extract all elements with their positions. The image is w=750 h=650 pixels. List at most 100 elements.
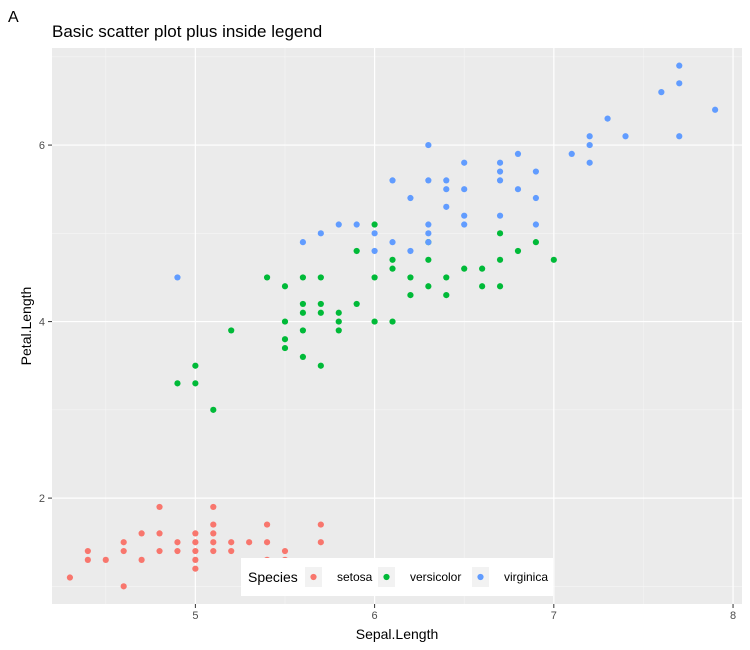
point-virginica — [371, 230, 378, 237]
point-setosa — [263, 539, 271, 546]
point-setosa — [84, 556, 91, 563]
x-axis-ticks: 5 6 7 8 — [192, 604, 736, 622]
point-virginica — [389, 239, 396, 246]
point-virginica — [712, 106, 719, 113]
point-versicolor — [496, 256, 504, 263]
point-versicolor — [371, 274, 378, 281]
point-setosa — [210, 503, 217, 511]
point-setosa — [192, 556, 199, 563]
x-axis-title: Sepal.Length — [356, 626, 439, 642]
point-versicolor — [263, 274, 271, 281]
point-virginica — [496, 177, 504, 184]
point-versicolor — [335, 318, 342, 325]
point-versicolor — [479, 265, 486, 272]
point-setosa — [228, 539, 235, 546]
point-virginica — [676, 62, 683, 69]
data-points — [66, 62, 719, 590]
point-virginica — [586, 141, 593, 149]
point-virginica — [461, 221, 468, 228]
legend-box — [241, 558, 553, 596]
point-virginica — [658, 89, 665, 96]
chart-title: Basic scatter plot plus inside legend — [52, 22, 322, 41]
point-versicolor — [335, 309, 342, 316]
point-setosa — [120, 547, 127, 555]
point-versicolor — [514, 247, 522, 255]
point-virginica — [496, 159, 504, 166]
point-versicolor — [281, 318, 289, 325]
point-virginica — [407, 247, 414, 255]
point-setosa — [192, 565, 199, 572]
point-setosa — [228, 547, 235, 555]
point-setosa — [192, 539, 199, 546]
point-versicolor — [532, 239, 539, 246]
point-versicolor — [443, 274, 450, 281]
point-setosa — [281, 547, 289, 555]
y-tick-label: 2 — [39, 493, 45, 505]
panel-tag: A — [8, 9, 19, 26]
legend-key-setosa — [310, 573, 317, 581]
x-tick-label: 5 — [192, 610, 198, 622]
point-versicolor — [317, 274, 324, 281]
point-setosa — [66, 574, 74, 581]
point-versicolor — [335, 327, 342, 334]
point-versicolor — [228, 327, 235, 334]
point-virginica — [299, 239, 307, 246]
point-virginica — [461, 159, 468, 166]
point-versicolor — [353, 247, 360, 255]
point-setosa — [192, 547, 199, 555]
y-axis-title: Petal.Length — [18, 287, 34, 366]
point-virginica — [676, 133, 683, 140]
point-setosa — [210, 530, 217, 537]
point-versicolor — [192, 380, 199, 387]
plot-panel — [52, 48, 742, 604]
point-versicolor — [317, 309, 324, 316]
point-versicolor — [174, 380, 181, 387]
point-virginica — [425, 141, 432, 149]
point-versicolor — [407, 292, 414, 299]
point-virginica — [586, 133, 593, 140]
point-virginica — [604, 115, 611, 122]
point-setosa — [138, 530, 145, 537]
point-setosa — [156, 547, 163, 555]
point-versicolor — [461, 265, 468, 272]
point-virginica — [443, 203, 450, 210]
point-setosa — [156, 530, 163, 537]
legend-label-setosa: setosa — [337, 570, 373, 584]
point-setosa — [84, 547, 91, 555]
point-setosa — [246, 539, 253, 546]
point-versicolor — [317, 362, 324, 369]
point-setosa — [192, 530, 199, 537]
point-virginica — [425, 230, 432, 237]
point-versicolor — [281, 336, 289, 343]
point-versicolor — [496, 283, 504, 290]
point-virginica — [461, 186, 468, 193]
x-tick-label: 8 — [730, 610, 736, 622]
point-versicolor — [299, 300, 307, 308]
point-virginica — [407, 194, 414, 202]
point-versicolor — [550, 256, 557, 263]
legend-key-versicolor — [383, 573, 390, 581]
point-virginica — [532, 168, 539, 175]
point-versicolor — [407, 274, 414, 281]
point-virginica — [568, 150, 575, 158]
legend-title: Species — [248, 569, 298, 585]
point-versicolor — [496, 230, 504, 237]
point-setosa — [174, 539, 181, 546]
y-tick-label: 4 — [39, 317, 45, 329]
point-virginica — [389, 177, 396, 184]
point-versicolor — [281, 344, 289, 352]
point-virginica — [425, 177, 432, 184]
point-virginica — [335, 221, 342, 228]
legend-label-versicolor: versicolor — [410, 570, 461, 584]
point-versicolor — [371, 318, 378, 325]
x-tick-label: 6 — [372, 610, 378, 622]
point-setosa — [138, 556, 145, 563]
major-gridlines — [52, 48, 742, 604]
point-versicolor — [299, 274, 307, 281]
point-virginica — [461, 212, 468, 219]
point-versicolor — [389, 256, 396, 263]
x-tick-label: 7 — [551, 610, 557, 622]
point-virginica — [622, 133, 629, 140]
point-virginica — [496, 168, 504, 175]
point-setosa — [120, 583, 127, 590]
